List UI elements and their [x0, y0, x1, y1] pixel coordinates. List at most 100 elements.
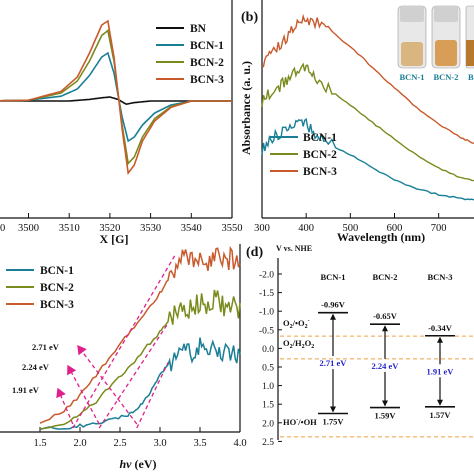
panel-c-tangent-line	[72, 253, 177, 429]
panel-b-series-bcn-3	[261, 13, 474, 144]
panel-d-gap-label: 2.24 eV	[372, 361, 400, 371]
panel-b-tick-label: 500	[342, 223, 358, 234]
vial-2-powder	[435, 40, 457, 66]
panel-c-bandgap-arrow	[56, 387, 74, 425]
panel-c-tangent-line	[136, 362, 169, 429]
panel-a-tick-label-partial: 0	[0, 223, 5, 234]
panel-b-legend-label: BCN-3	[303, 166, 337, 178]
vial-label-3: B	[468, 72, 474, 82]
panel-d-tick-label: 1.0	[262, 382, 274, 392]
panel-b-tick-label: 600	[387, 223, 403, 234]
panel-d-tick-label: 0.5	[262, 364, 274, 374]
panel-d-arrowhead	[382, 325, 388, 332]
panel-a-series-bcn-3	[0, 19, 232, 175]
panel-a-legend: BN BCN-1 BCN-2 BCN-3	[156, 23, 224, 86]
panel-b-absorbance: 300 400 500 600 700 Wavelength (nm) Absorban…	[239, 0, 474, 244]
panel-c-series-bcn-3	[39, 245, 241, 424]
vial-1-cap	[400, 6, 424, 22]
panel-c-ticks: 1.5 2.0 2.5 3.0 3.5 4.0	[33, 427, 247, 449]
panel-d-tick-label: 2.5	[262, 438, 274, 448]
vial-label-1: BCN-1	[399, 72, 424, 82]
panel-a-legend-label: BCN-3	[190, 74, 224, 86]
panel-c-annotations: 2.71 eV 2.24 eV 1.91 eV	[12, 253, 177, 429]
panel-b-tick-label: 700	[431, 223, 447, 234]
panel-b-tick-label: 400	[298, 223, 314, 234]
panel-b-legend: BCN-1 BCN-2 BCN-3	[270, 132, 337, 178]
panel-c-tick-label: 2.0	[73, 438, 86, 449]
panel-c-bandgap-arrow	[67, 364, 100, 425]
panel-d-tick-label: 1.5	[262, 401, 274, 411]
panel-a-legend-label: BN	[190, 23, 207, 35]
panel-c-legend: BCN-1 BCN-2 BCN-3	[6, 265, 74, 311]
panel-c-x-label-hv: hv	[120, 457, 133, 471]
panel-d-ticks: -2.0 -1.5 -1.0 -0.5 0.0 0.5 1.0 1.5 2.0 2.5	[259, 271, 282, 448]
panel-a-tick-label: 3500	[18, 223, 39, 234]
panel-a-series-bn	[0, 96, 232, 106]
panel-c-legend-label: BCN-3	[40, 299, 74, 311]
panel-d-arrowhead	[437, 399, 443, 406]
panel-b-series-bcn-1	[261, 117, 474, 201]
panel-c-x-label: hv (eV)	[120, 457, 157, 471]
panel-a-legend-label: BCN-1	[190, 40, 224, 52]
panel-c-tick-label: 1.5	[33, 438, 46, 449]
panel-c-bandgap-label: 1.91 eV	[12, 385, 40, 395]
ref-label-peroxide: O2/H2O2	[283, 338, 314, 350]
panel-d-vb-label: 1.57V	[429, 410, 451, 420]
panel-d-bands: BCN-1 -0.96V 1.75V 2.71 eV BCN-2 -0.65V 1.59V 2…	[318, 272, 455, 427]
panel-a-lines	[0, 19, 232, 175]
panel-d-gap-label: 2.71 eV	[320, 358, 348, 368]
panel-a-tick-label: 3540	[181, 223, 202, 234]
panel-d-column-title: BCN-1	[320, 272, 345, 282]
panel-d-arrowhead	[330, 313, 336, 320]
panel-b-x-label: Wavelength (nm)	[337, 230, 425, 244]
vial-2-cap	[434, 6, 458, 22]
panel-a-tick-label: 3550	[222, 223, 243, 234]
panel-a-tick-label: 3520	[99, 223, 120, 234]
panel-c-bandgap-label: 2.24 eV	[22, 362, 50, 372]
panel-a-tick-label: 3530	[140, 223, 161, 234]
panel-b-legend-label: BCN-2	[303, 149, 337, 161]
panel-c-tick-label: 3.0	[153, 438, 166, 449]
panel-b-y-label: Absorbance (a. u.)	[239, 61, 253, 155]
panel-b-tick-label: 300	[254, 223, 270, 234]
vial-3-powder	[466, 40, 474, 66]
panel-d-arrowhead	[330, 406, 336, 413]
panel-d-arrowhead	[437, 336, 443, 343]
panel-d-tick-label: -2.0	[259, 271, 274, 281]
panel-c-tick-label: 2.5	[113, 438, 126, 449]
panel-c-tauc: 1.5 2.0 2.5 3.0 3.5 4.0 2.71 eV 2.24 eV 1.91 eV…	[0, 244, 247, 471]
panel-a-x-label: X [G]	[100, 232, 129, 246]
panel-d-vb-label: 1.75V	[322, 417, 344, 427]
panel-d-cb-label: -0.34V	[428, 323, 453, 333]
panel-d-band-diagram: (d) V vs. NHE -2.0 -1.5 -1.0 -0.5 0.0 0.5 1.0 1…	[246, 244, 474, 448]
panel-a-legend-label: BCN-2	[190, 57, 224, 69]
panel-d-tick-label: -0.5	[259, 326, 274, 336]
panel-d-column-title: BCN-3	[427, 272, 452, 282]
ref-label-superoxide: O2/•O2-	[283, 318, 310, 330]
panel-d-arrowhead	[382, 400, 388, 407]
panel-a-tick-label: 3510	[59, 223, 80, 234]
panel-d-axis-title: V vs. NHE	[276, 244, 312, 253]
panel-d-label: (d)	[246, 245, 263, 260]
panel-b-lines	[261, 13, 474, 201]
panel-c-legend-label: BCN-2	[40, 282, 74, 294]
panel-c-series-bcn-2	[39, 289, 241, 430]
panel-c-tick-label: 3.5	[193, 438, 206, 449]
panel-b-ticks: 300 400 500 600 700	[254, 213, 447, 234]
panel-d-tick-label: -1.0	[259, 308, 274, 318]
panel-b-legend-label: BCN-1	[303, 132, 337, 144]
panel-d-vb-label: 1.59V	[374, 411, 396, 421]
panel-c-tick-label: 4.0	[233, 438, 246, 449]
panel-d-cb-label: -0.65V	[373, 311, 398, 321]
panel-c-bandgap-label: 2.71 eV	[32, 342, 60, 352]
panel-c-bandgap-arrow	[77, 344, 138, 425]
vial-1-powder	[401, 42, 423, 66]
panel-b-label: (b)	[241, 10, 258, 25]
panel-d-column-title: BCN-2	[372, 272, 397, 282]
panel-d-gap-label: 1.91 eV	[427, 366, 455, 376]
panel-d-cb-label: -0.96V	[321, 300, 346, 310]
panel-b-series-bcn-2	[261, 62, 474, 182]
panel-c-legend-label: BCN-1	[40, 265, 74, 277]
